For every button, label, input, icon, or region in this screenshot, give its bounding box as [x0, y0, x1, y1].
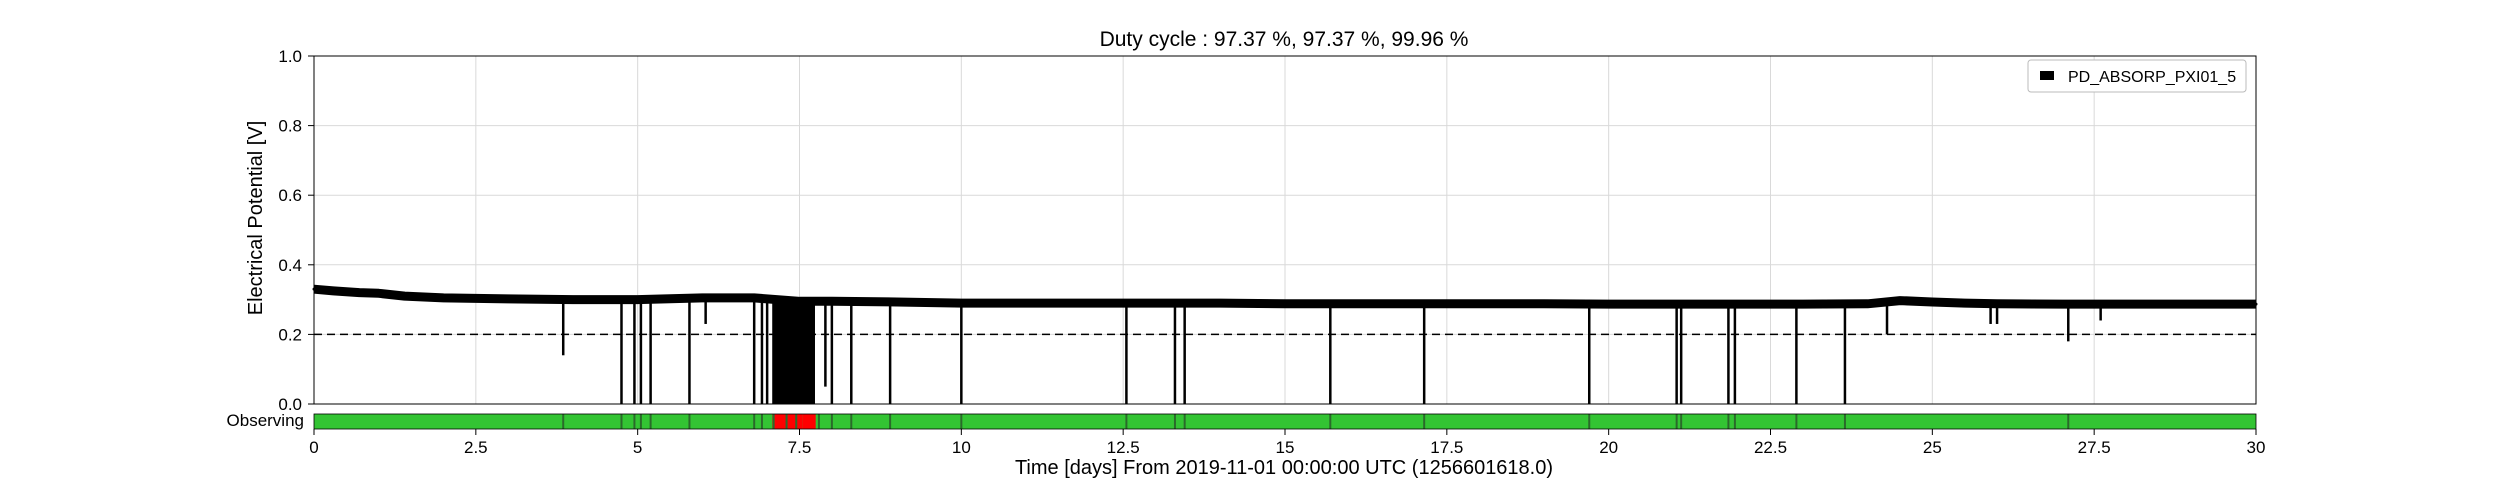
x-tick-label: 20	[1599, 438, 1618, 457]
series-point	[1963, 301, 1967, 305]
series-point	[1477, 302, 1481, 306]
x-tick-label: 5	[633, 438, 642, 457]
x-tick-label: 10	[952, 438, 971, 457]
legend: PD_ABSORP_PXI01_5	[2027, 59, 2247, 93]
legend-swatch	[2040, 71, 2054, 80]
series-point	[357, 291, 361, 295]
x-tick-label: 0	[309, 438, 318, 457]
plot-frame	[313, 55, 2257, 405]
series-point	[1542, 302, 1546, 306]
x-tick-label: 12.5	[1107, 438, 1140, 457]
series-point	[1898, 299, 1902, 303]
series-point	[377, 291, 381, 295]
observing-off-segment	[802, 414, 816, 429]
series-point	[331, 289, 335, 293]
observing-on-segment	[314, 414, 2256, 429]
x-tick-label: 27.5	[2078, 438, 2111, 457]
series-point	[2189, 302, 2193, 306]
series-point	[571, 298, 575, 302]
series-point	[1671, 302, 1675, 306]
chart-title: Duty cycle : 97.37 %, 97.37 %, 99.96 %	[1100, 28, 1469, 51]
dropout-burst	[772, 299, 814, 404]
observing-bar	[313, 413, 2257, 430]
series-point	[441, 296, 445, 300]
series-point	[2125, 302, 2129, 306]
series-point	[700, 296, 704, 300]
series-point	[1089, 301, 1093, 305]
legend-label: PD_ABSORP_PXI01_5	[2068, 69, 2236, 86]
series-point	[1930, 300, 1934, 304]
y-axis-label: Electrical Potential [V]	[245, 121, 267, 316]
series-point	[403, 294, 407, 298]
x-tick-label: 22.5	[1754, 438, 1787, 457]
observing-label: Observing	[227, 411, 304, 430]
series-point	[636, 298, 640, 302]
series-point	[1607, 302, 1611, 306]
y-tick-label: 1.0	[278, 47, 302, 66]
series-point	[1218, 301, 1222, 305]
series-point	[506, 297, 510, 301]
series-point	[1283, 302, 1287, 306]
series-point	[1866, 302, 1870, 306]
x-axis: 0 2.5 5 7.5 10 12.5 15 17.5 20 22.5 25 27.5 30	[309, 429, 2265, 457]
x-tick-label: 17.5	[1430, 438, 1463, 457]
x-tick-label: 2.5	[464, 438, 488, 457]
x-tick-label: 25	[1923, 438, 1942, 457]
x-axis-label: Time [days] From 2019-11-01 00:00:00 UTC…	[1015, 457, 1553, 479]
series-point	[2060, 302, 2064, 306]
series-point	[895, 300, 899, 304]
y-tick-label: 0.6	[278, 186, 302, 205]
series-layer	[312, 284, 2258, 404]
legend-box	[2027, 59, 2247, 93]
y-tick-label: 0.4	[278, 256, 302, 275]
series-point	[1736, 302, 1740, 306]
series-point	[1154, 301, 1158, 305]
x-tick-label: 30	[2247, 438, 2266, 457]
x-tick-label: 15	[1276, 438, 1295, 457]
x-tick-label: 7.5	[788, 438, 812, 457]
series-point	[1024, 301, 1028, 305]
series-point	[1801, 302, 1805, 306]
y-tick-label: 0.0	[278, 395, 302, 414]
series-point	[1412, 302, 1416, 306]
series-point	[1348, 302, 1352, 306]
y-tick-label: 0.8	[278, 117, 302, 136]
y-tick-label: 0.2	[278, 325, 302, 344]
y-axis: 0.0 0.2 0.4 0.6 0.8 1.0	[278, 47, 314, 414]
